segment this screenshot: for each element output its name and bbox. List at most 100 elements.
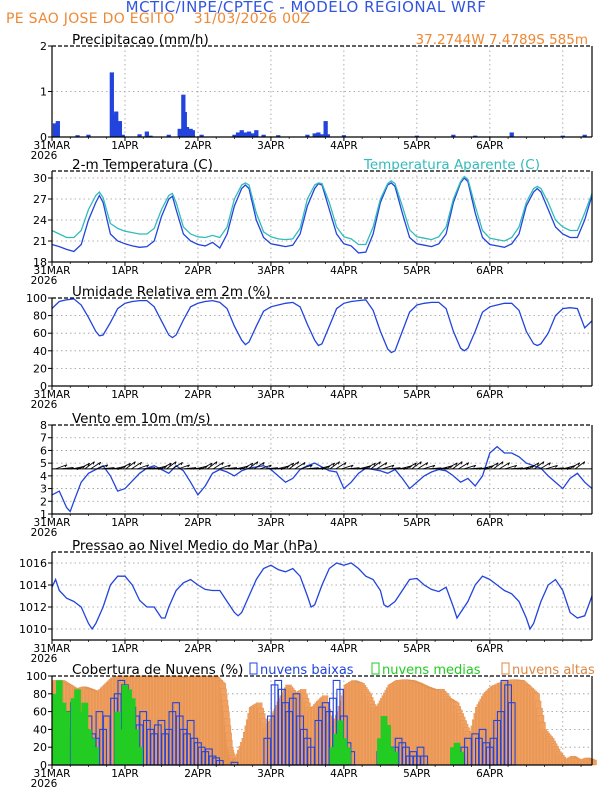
x-tick-label: 5APR	[403, 768, 431, 780]
wind-barb	[102, 467, 115, 470]
location-run-gap	[175, 11, 194, 27]
wind-barb-head	[466, 462, 470, 466]
series-line-temp	[51, 175, 593, 246]
wind-barb	[534, 461, 545, 470]
wind-barb	[429, 467, 442, 470]
y-tick-label: 1012	[19, 601, 47, 614]
x-tick-label: 31MAR	[34, 140, 71, 152]
wind-barb-head	[199, 467, 203, 471]
cloud-bar-mid	[88, 738, 96, 765]
wind-barb-head	[455, 462, 458, 466]
wind-barb-head	[291, 462, 295, 466]
meteogram-title: MCTIC/INPE/CPTEC - MODELO REGIONAL WRF	[125, 0, 487, 16]
wind-barb	[347, 467, 360, 470]
wind-barb-head	[123, 465, 127, 469]
x-tick-label: 3APR	[257, 643, 285, 655]
wind-barb	[78, 462, 90, 470]
x-tick-label: 2APR	[184, 643, 212, 655]
wind-barb	[464, 464, 476, 470]
wind-barb-head	[180, 462, 183, 466]
y-tick-label: 30	[33, 172, 47, 185]
wind-barb-head	[566, 467, 570, 470]
wind-barb	[376, 462, 388, 470]
x-tick-label: 31MAR	[34, 768, 71, 780]
precip-bar	[312, 133, 317, 137]
cloud-bar-mid	[59, 702, 67, 765]
y-tick-label: 5	[40, 457, 47, 470]
wind-barb-head	[378, 461, 381, 465]
wind-barb	[96, 464, 108, 470]
y-tick-label: 3	[40, 483, 47, 496]
wind-barb-head	[555, 465, 558, 468]
x-tick-label: 31MAR	[34, 265, 71, 277]
wind-barb-head	[414, 462, 417, 466]
wind-barb	[323, 462, 335, 470]
y-tick-label: 0	[40, 380, 47, 393]
wind-barb	[259, 464, 272, 470]
cloud-bar-mid	[52, 693, 59, 765]
wind-barb	[574, 461, 586, 470]
x-tick-label: 4APR	[330, 768, 358, 780]
precip-bar	[137, 134, 142, 137]
wind-barb	[335, 462, 347, 470]
wind-barb-head	[215, 461, 218, 465]
x-tick-label: 31MAR	[34, 643, 71, 655]
wind-barb	[493, 461, 504, 470]
cloud-bar-mid	[77, 711, 85, 765]
wind-barb	[341, 464, 354, 470]
wind-barb-head	[158, 467, 162, 471]
wind-barb	[218, 464, 231, 470]
wind-barb	[119, 462, 131, 470]
wind-barb-head	[105, 464, 109, 468]
wind-barb	[505, 464, 517, 470]
cloud-bar-mid	[92, 747, 100, 765]
x-tick-year: 2026	[31, 150, 58, 162]
wind-barb	[423, 464, 436, 470]
coords-label: 37.2744W 7.4789S 585m	[416, 32, 588, 48]
x-tick-label: 2APR	[184, 768, 212, 780]
wind-barb	[370, 461, 381, 470]
wind-barb-head	[87, 463, 91, 467]
precip-bar	[246, 131, 252, 137]
wind-barb-head	[256, 461, 259, 465]
y-tick-label: 40	[33, 723, 47, 736]
x-tick-label: 6APR	[476, 643, 504, 655]
x-tick-label: 6APR	[476, 389, 504, 401]
precip-bar	[276, 135, 281, 137]
location-run-label: PE SAO JOSE DO EGITO 31/03/2026 00Z	[6, 12, 310, 26]
precip-bar	[120, 134, 125, 137]
cloud-bar-mid	[63, 711, 70, 765]
precip-bar	[166, 134, 171, 137]
y-tick-label: 8	[40, 419, 47, 432]
cloud-bar-mid	[336, 720, 344, 765]
panel-title-wind: Vento em 10m (m/s)	[72, 411, 211, 427]
precip-bar	[250, 133, 255, 137]
wind-barb-head	[501, 461, 504, 465]
y-tick-label: 80	[33, 310, 47, 323]
x-tick-label: 2APR	[184, 265, 212, 277]
wind-barb-head	[496, 462, 499, 466]
series-line-rh	[51, 298, 593, 354]
wind-barb-head	[169, 462, 172, 466]
precip-bar	[190, 130, 195, 137]
wind-barb-head	[297, 461, 300, 465]
cloud-bar-mid	[380, 716, 388, 765]
x-tick-label: 31MAR	[34, 389, 71, 401]
wind-barb-head	[187, 464, 190, 468]
wind-barb	[55, 464, 68, 470]
x-tick-label: 3APR	[257, 768, 285, 780]
wind-barb	[306, 467, 319, 470]
y-tick-label: 60	[33, 327, 47, 340]
cloud-legend-swatch	[249, 662, 258, 675]
cloud-legend-label: nuvens medias	[382, 663, 481, 678]
wind-barb	[283, 462, 295, 470]
wind-barb-head	[583, 461, 586, 465]
x-tick-label: 4APR	[330, 389, 358, 401]
wind-barb-head	[321, 467, 325, 471]
wind-barb	[569, 462, 580, 470]
location-name: PE SAO JOSE DO EGITO	[6, 11, 175, 27]
wind-barb	[545, 465, 558, 470]
precip-bar	[75, 135, 80, 137]
wind-barb	[160, 462, 172, 470]
